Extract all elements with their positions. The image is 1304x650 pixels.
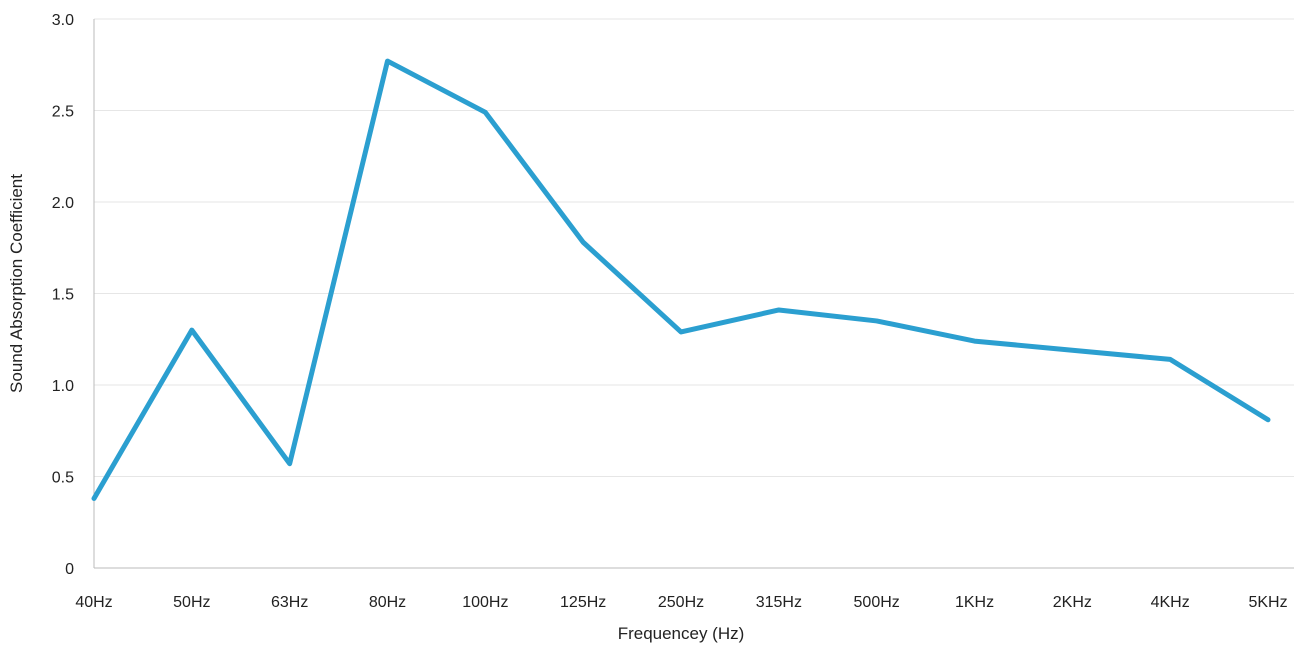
x-tick-label: 2KHz	[1053, 594, 1092, 611]
series-lines	[91, 58, 1271, 501]
axes	[93, 19, 1294, 569]
x-tick-label: 40Hz	[75, 594, 112, 611]
y-tick-label: 2.0	[52, 195, 74, 212]
x-axis-title: Frequencey (Hz)	[618, 624, 745, 643]
x-tick-labels: 40Hz 50Hz 63Hz 80Hz 100Hz 125Hz 250Hz 315Hz 500H…	[75, 594, 1287, 611]
x-tick-label: 500Hz	[854, 594, 900, 611]
y-tick-label: 2.5	[52, 104, 74, 121]
x-tick-label: 125Hz	[560, 594, 606, 611]
x-tick-label: 80Hz	[369, 594, 406, 611]
x-tick-label: 50Hz	[173, 594, 210, 611]
y-tick-label: 0.5	[52, 470, 74, 487]
y-tick-label: 0	[65, 561, 74, 578]
x-tick-label: 5KHz	[1248, 594, 1287, 611]
y-tick-labels: 0 0.5 1.0 1.5 2.0 2.5 3.0	[52, 12, 74, 578]
y-tick-label: 3.0	[52, 12, 74, 29]
y-tick-label: 1.5	[52, 287, 74, 304]
x-tick-label: 250Hz	[658, 594, 704, 611]
y-axis-title: Sound Absorption Coefficient	[7, 174, 26, 393]
x-tick-label: 315Hz	[756, 594, 802, 611]
series-line	[91, 58, 1271, 501]
x-tick-label: 4KHz	[1151, 594, 1190, 611]
y-tick-label: 1.0	[52, 378, 74, 395]
x-tick-label: 63Hz	[271, 594, 308, 611]
x-tick-label: 100Hz	[462, 594, 508, 611]
x-tick-label: 1KHz	[955, 594, 994, 611]
grid-lines	[94, 18, 1294, 477]
